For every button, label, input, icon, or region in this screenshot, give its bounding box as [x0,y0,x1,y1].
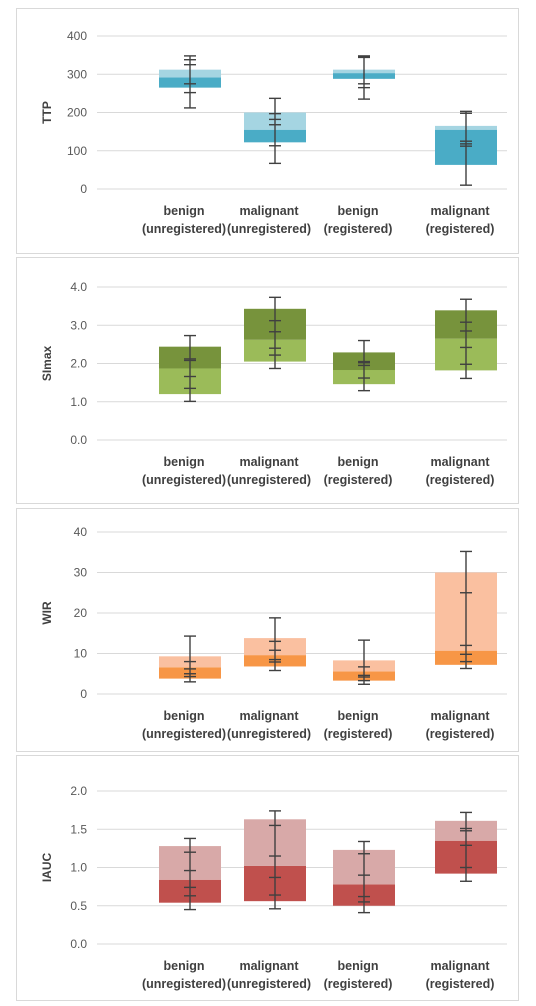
box-4 [435,298,497,380]
box-3 [333,339,395,392]
y-tick-label: 0.0 [70,433,87,447]
category-label: malignant [430,709,490,723]
category-label: malignant [239,959,299,973]
category-label: malignant [239,709,299,723]
box-3 [333,639,395,685]
category-label: benign [164,204,205,218]
box-4 [435,811,497,882]
category-label: benign [338,455,379,469]
category-label: malignant [430,455,490,469]
category-label: benign [338,709,379,723]
y-tick-label: 1.0 [70,395,87,409]
box-1 [159,55,221,109]
y-tick-label: 200 [67,106,87,120]
box-2 [244,617,306,672]
category-label: (registered) [426,222,495,236]
category-label: (unregistered) [227,473,311,487]
box-2 [244,97,306,165]
category-label: (registered) [426,727,495,741]
box-1 [159,635,221,683]
y-tick-label: 4.0 [70,280,87,294]
y-tick-label: 0 [80,687,87,701]
simax-chart: 0.0 1.0 2.0 3.0 4.0 SImax benign (unregistered)… [40,280,507,487]
category-label: (unregistered) [227,222,311,236]
y-axis-label: TTP [40,101,54,124]
box-2 [244,296,306,370]
category-label: benign [164,455,205,469]
box-4 [435,110,497,186]
category-label: (unregistered) [227,977,311,991]
category-label: benign [338,959,379,973]
ttp-chart: 0 100 200 300 400 TTP benign (unregistered) mali… [40,29,507,236]
category-label: (registered) [426,977,495,991]
category-label: malignant [430,204,490,218]
category-label: (unregistered) [142,473,226,487]
category-label: benign [164,959,205,973]
box-2 [244,810,306,910]
y-tick-label: 2.0 [70,357,87,371]
y-tick-label: 1.0 [70,861,87,875]
simax-chart-panel: 0.0 1.0 2.0 3.0 4.0 SImax benign (unregistered)… [16,257,519,504]
y-tick-label: 40 [74,525,88,539]
category-label: (unregistered) [142,727,226,741]
y-tick-label: 10 [74,647,88,661]
y-axis-label: IAUC [40,853,54,883]
y-tick-label: 0 [80,182,87,196]
y-tick-label: 1.5 [70,822,87,836]
box-3 [333,55,395,100]
y-tick-label: 300 [67,67,87,81]
category-label: (registered) [324,473,393,487]
box-1 [159,334,221,403]
y-axis-label: SImax [40,345,54,381]
category-label: (unregistered) [142,977,226,991]
y-tick-label: 3.0 [70,318,87,332]
category-label: benign [338,204,379,218]
box-1 [159,837,221,911]
y-tick-label: 2.0 [70,784,87,798]
wir-chart-panel: 0 10 20 30 40 WIR benign (unregistered) malignan… [16,508,519,752]
category-label: (registered) [324,977,393,991]
y-tick-label: 20 [74,606,88,620]
category-label: (registered) [324,727,393,741]
category-label: malignant [239,204,299,218]
y-tick-label: 400 [67,29,87,43]
y-tick-label: 100 [67,144,87,158]
iauc-chart-panel: 0.0 0.5 1.0 1.5 2.0 IAUC benign (unregistered) m… [16,755,519,1001]
box-3 [333,840,395,914]
box-4 [435,550,497,670]
y-tick-label: 0.0 [70,937,87,951]
category-label: malignant [430,959,490,973]
y-tick-label: 0.5 [70,899,87,913]
ttp-chart-panel: 0 100 200 300 400 TTP benign (unregistered) mali… [16,8,519,254]
category-label: (registered) [324,222,393,236]
category-label: (unregistered) [142,222,226,236]
y-axis-label: WIR [40,601,54,625]
y-tick-label: 30 [74,566,88,580]
category-label: malignant [239,455,299,469]
category-label: (registered) [426,473,495,487]
category-label: (unregistered) [227,727,311,741]
iauc-chart: 0.0 0.5 1.0 1.5 2.0 IAUC benign (unregistered) m… [40,784,507,991]
category-label: benign [164,709,205,723]
wir-chart: 0 10 20 30 40 WIR benign (unregistered) malignan… [40,525,507,741]
